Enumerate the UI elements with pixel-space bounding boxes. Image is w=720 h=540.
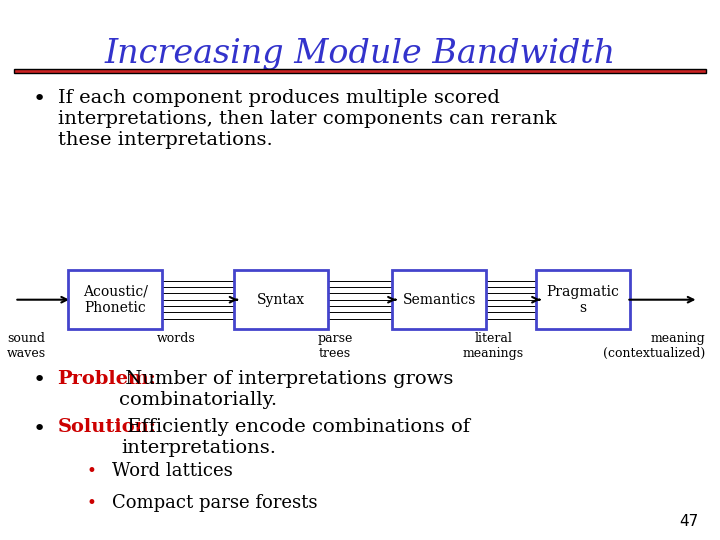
Text: Compact parse forests: Compact parse forests xyxy=(112,494,317,512)
Text: If each component produces multiple scored
interpretations, then later component: If each component produces multiple scor… xyxy=(58,89,557,148)
Text: Number of interpretations grows
combinatorially.: Number of interpretations grows combinat… xyxy=(119,370,453,409)
Text: Efficiently encode combinations of
interpretations.: Efficiently encode combinations of inter… xyxy=(121,418,470,457)
Text: Acoustic/
Phonetic: Acoustic/ Phonetic xyxy=(83,285,148,315)
Text: •: • xyxy=(86,462,96,480)
Text: •: • xyxy=(32,418,45,438)
Text: Solution:: Solution: xyxy=(58,418,156,436)
Text: Problem:: Problem: xyxy=(58,370,156,388)
FancyBboxPatch shape xyxy=(392,270,486,329)
Text: sound
waves: sound waves xyxy=(7,332,46,360)
Text: 47: 47 xyxy=(679,514,698,529)
Text: Syntax: Syntax xyxy=(257,293,305,307)
FancyBboxPatch shape xyxy=(536,270,630,329)
Text: literal
meanings: literal meanings xyxy=(463,332,523,360)
FancyBboxPatch shape xyxy=(234,270,328,329)
Text: Word lattices: Word lattices xyxy=(112,462,233,480)
Text: meaning
(contextualized): meaning (contextualized) xyxy=(603,332,706,360)
Text: words: words xyxy=(157,332,196,345)
Text: •: • xyxy=(32,89,45,109)
Text: Semantics: Semantics xyxy=(402,293,476,307)
Text: parse
trees: parse trees xyxy=(317,332,353,360)
Text: •: • xyxy=(32,370,45,390)
FancyBboxPatch shape xyxy=(14,69,706,73)
Text: •: • xyxy=(86,494,96,512)
Text: Increasing Module Bandwidth: Increasing Module Bandwidth xyxy=(104,38,616,70)
Text: Pragmatic
s: Pragmatic s xyxy=(546,285,620,315)
FancyBboxPatch shape xyxy=(68,270,162,329)
